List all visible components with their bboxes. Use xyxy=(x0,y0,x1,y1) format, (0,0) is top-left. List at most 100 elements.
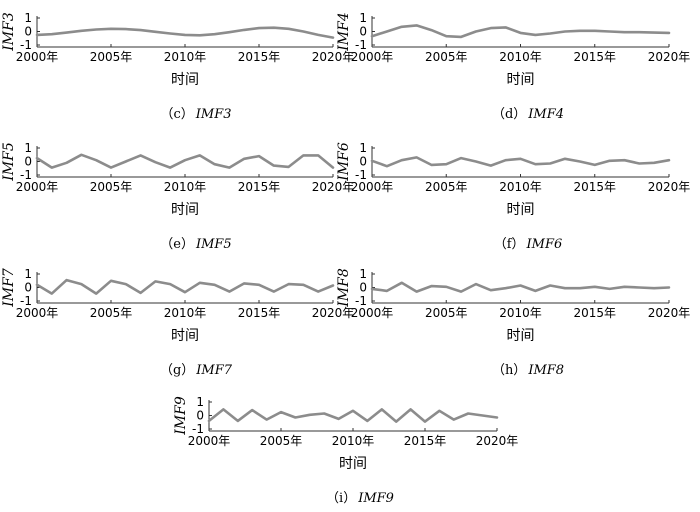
x-tick-label: 2000年 xyxy=(188,434,231,448)
y-tick-label: -1 xyxy=(355,168,367,182)
x-axis-label: 时间 xyxy=(507,72,535,88)
y-tick-label: -1 xyxy=(192,422,204,436)
x-tick-label: 2020年 xyxy=(648,180,691,194)
y-axis-label: IMF5 xyxy=(1,142,17,182)
panel-caption: （g） IMF7 xyxy=(160,363,233,378)
x-tick-label: 2020年 xyxy=(312,306,355,320)
caption-name: IMF9 xyxy=(357,491,394,506)
y-tick-label: 1 xyxy=(24,141,32,155)
x-tick-label: 2015年 xyxy=(404,434,447,448)
y-tick-label: 0 xyxy=(359,25,367,39)
y-tick-label: 1 xyxy=(359,11,367,25)
series-line xyxy=(35,278,335,295)
panel-caption: （d） IMF4 xyxy=(492,107,564,122)
x-tick-label: 2010年 xyxy=(164,306,207,320)
x-tick-label: 2005年 xyxy=(90,180,133,194)
x-tick-label: 2020年 xyxy=(476,434,519,448)
x-tick-label: 2005年 xyxy=(260,434,303,448)
y-tick-label: 1 xyxy=(359,141,367,155)
y-tick-label: 1 xyxy=(24,11,32,25)
series-line xyxy=(35,153,335,169)
series-line xyxy=(207,408,499,423)
x-tick-label: 2020年 xyxy=(312,180,355,194)
y-tick-label: 1 xyxy=(196,395,204,409)
x-tick-label: 2015年 xyxy=(238,50,281,64)
x-tick-label: 2010年 xyxy=(499,306,542,320)
panel-caption: （h） IMF8 xyxy=(492,363,564,378)
x-tick-label: 2000年 xyxy=(16,180,59,194)
y-tick-label: 0 xyxy=(24,281,32,295)
y-tick-label: -1 xyxy=(20,294,32,308)
caption-prefix: （e） xyxy=(160,237,194,252)
y-tick-label: -1 xyxy=(20,168,32,182)
x-axis-label: 时间 xyxy=(171,328,199,344)
caption-prefix: （c） xyxy=(160,107,193,122)
y-tick-label: -1 xyxy=(355,294,367,308)
x-tick-label: 2015年 xyxy=(238,306,281,320)
series-line xyxy=(370,281,671,293)
y-tick-label: -1 xyxy=(355,38,367,52)
y-axis-label: IMF9 xyxy=(173,396,189,436)
x-tick-label: 2000年 xyxy=(351,180,394,194)
x-tick-label: 2020年 xyxy=(312,50,355,64)
x-tick-label: 2020年 xyxy=(648,306,691,320)
y-tick-label: 1 xyxy=(24,267,32,281)
y-tick-label: -1 xyxy=(20,38,32,52)
x-axis-label: 时间 xyxy=(339,456,367,472)
caption-name: IMF8 xyxy=(527,363,564,378)
x-axis-label: 时间 xyxy=(171,72,199,88)
x-tick-label: 2000年 xyxy=(16,306,59,320)
panel-caption: （i） IMF9 xyxy=(326,491,394,506)
caption-prefix: （h） xyxy=(492,363,526,378)
x-tick-label: 2010年 xyxy=(164,50,207,64)
x-tick-label: 2000年 xyxy=(351,50,394,64)
series-line xyxy=(35,26,335,39)
x-axis-label: 时间 xyxy=(507,328,535,344)
x-tick-label: 2005年 xyxy=(425,180,468,194)
caption-name: IMF7 xyxy=(195,363,232,378)
x-tick-label: 2015年 xyxy=(573,180,616,194)
series-line xyxy=(370,156,671,168)
x-tick-label: 2010年 xyxy=(164,180,207,194)
x-tick-label: 2010年 xyxy=(499,180,542,194)
x-tick-label: 2000年 xyxy=(351,306,394,320)
y-tick-label: 0 xyxy=(24,155,32,169)
x-tick-label: 2005年 xyxy=(90,50,133,64)
caption-prefix: （d） xyxy=(492,107,526,122)
x-tick-label: 2010年 xyxy=(499,50,542,64)
y-tick-label: 0 xyxy=(24,25,32,39)
y-tick-label: 0 xyxy=(196,409,204,423)
y-axis-label: IMF8 xyxy=(336,268,352,308)
y-axis-label: IMF6 xyxy=(336,142,352,182)
series-line xyxy=(370,24,671,39)
caption-name: IMF4 xyxy=(527,107,564,122)
y-tick-label: 0 xyxy=(359,155,367,169)
x-tick-label: 2005年 xyxy=(425,50,468,64)
y-axis-label: IMF4 xyxy=(336,12,352,52)
y-tick-label: 1 xyxy=(359,267,367,281)
x-tick-label: 2005年 xyxy=(425,306,468,320)
x-axis-label: 时间 xyxy=(507,202,535,218)
panel-caption: （e） IMF5 xyxy=(160,237,231,252)
x-tick-label: 2000年 xyxy=(16,50,59,64)
x-tick-label: 2015年 xyxy=(573,50,616,64)
caption-prefix: （i） xyxy=(326,491,356,506)
x-tick-label: 2005年 xyxy=(90,306,133,320)
x-tick-label: 2015年 xyxy=(573,306,616,320)
caption-name: IMF6 xyxy=(526,237,563,252)
y-tick-label: 0 xyxy=(359,281,367,295)
caption-name: IMF5 xyxy=(195,237,232,252)
caption-prefix: （f） xyxy=(494,237,525,252)
x-tick-label: 2020年 xyxy=(648,50,691,64)
x-tick-label: 2010年 xyxy=(332,434,375,448)
caption-prefix: （g） xyxy=(160,363,194,378)
x-tick-label: 2015年 xyxy=(238,180,281,194)
